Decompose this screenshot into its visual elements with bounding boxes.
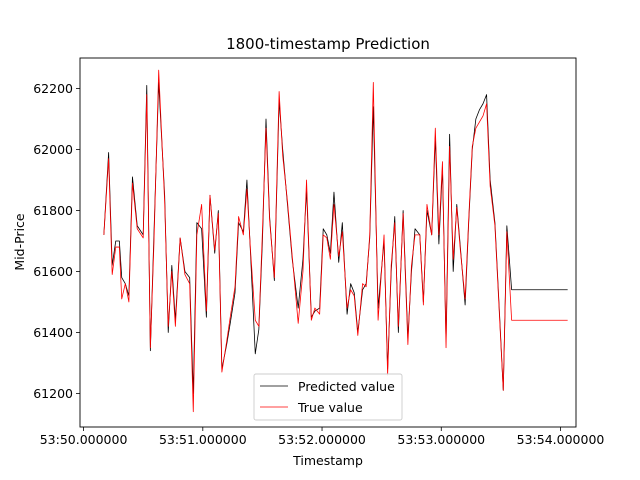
y-tick-label: 61600 (33, 264, 73, 279)
y-tick-label: 62000 (33, 142, 73, 157)
y-tick-label: 61400 (33, 325, 73, 340)
x-tick-label: 53:51.000000 (159, 432, 247, 447)
x-axis-title: Timestamp (292, 453, 363, 468)
true-value-line (103, 69, 568, 413)
x-tick-label: 53:54.000000 (517, 432, 605, 447)
y-axis-title: Mid-Price (12, 213, 27, 271)
y-tick-label: 62200 (33, 81, 73, 96)
plot-frame (79, 57, 577, 428)
chart-title: 1800-timestamp Prediction (226, 35, 430, 53)
x-tick-label: 53:53.000000 (397, 432, 485, 447)
x-tick-label: 53:50.000000 (40, 432, 128, 447)
legend-label-true: True value (297, 400, 363, 415)
x-tick-label: 53:52.000000 (278, 432, 366, 447)
x-axis: 53:50.000000 53:51.000000 53:52.000000 53:5… (40, 427, 605, 447)
plot-lines (103, 69, 568, 413)
legend: Predicted value True value (253, 373, 403, 421)
y-tick-label: 61800 (33, 203, 73, 218)
legend-label-predicted: Predicted value (298, 379, 395, 394)
y-tick-label: 61200 (33, 386, 73, 401)
legend-box (253, 373, 403, 421)
y-axis: 61200 61400 61600 61800 62000 62200 (33, 81, 80, 401)
